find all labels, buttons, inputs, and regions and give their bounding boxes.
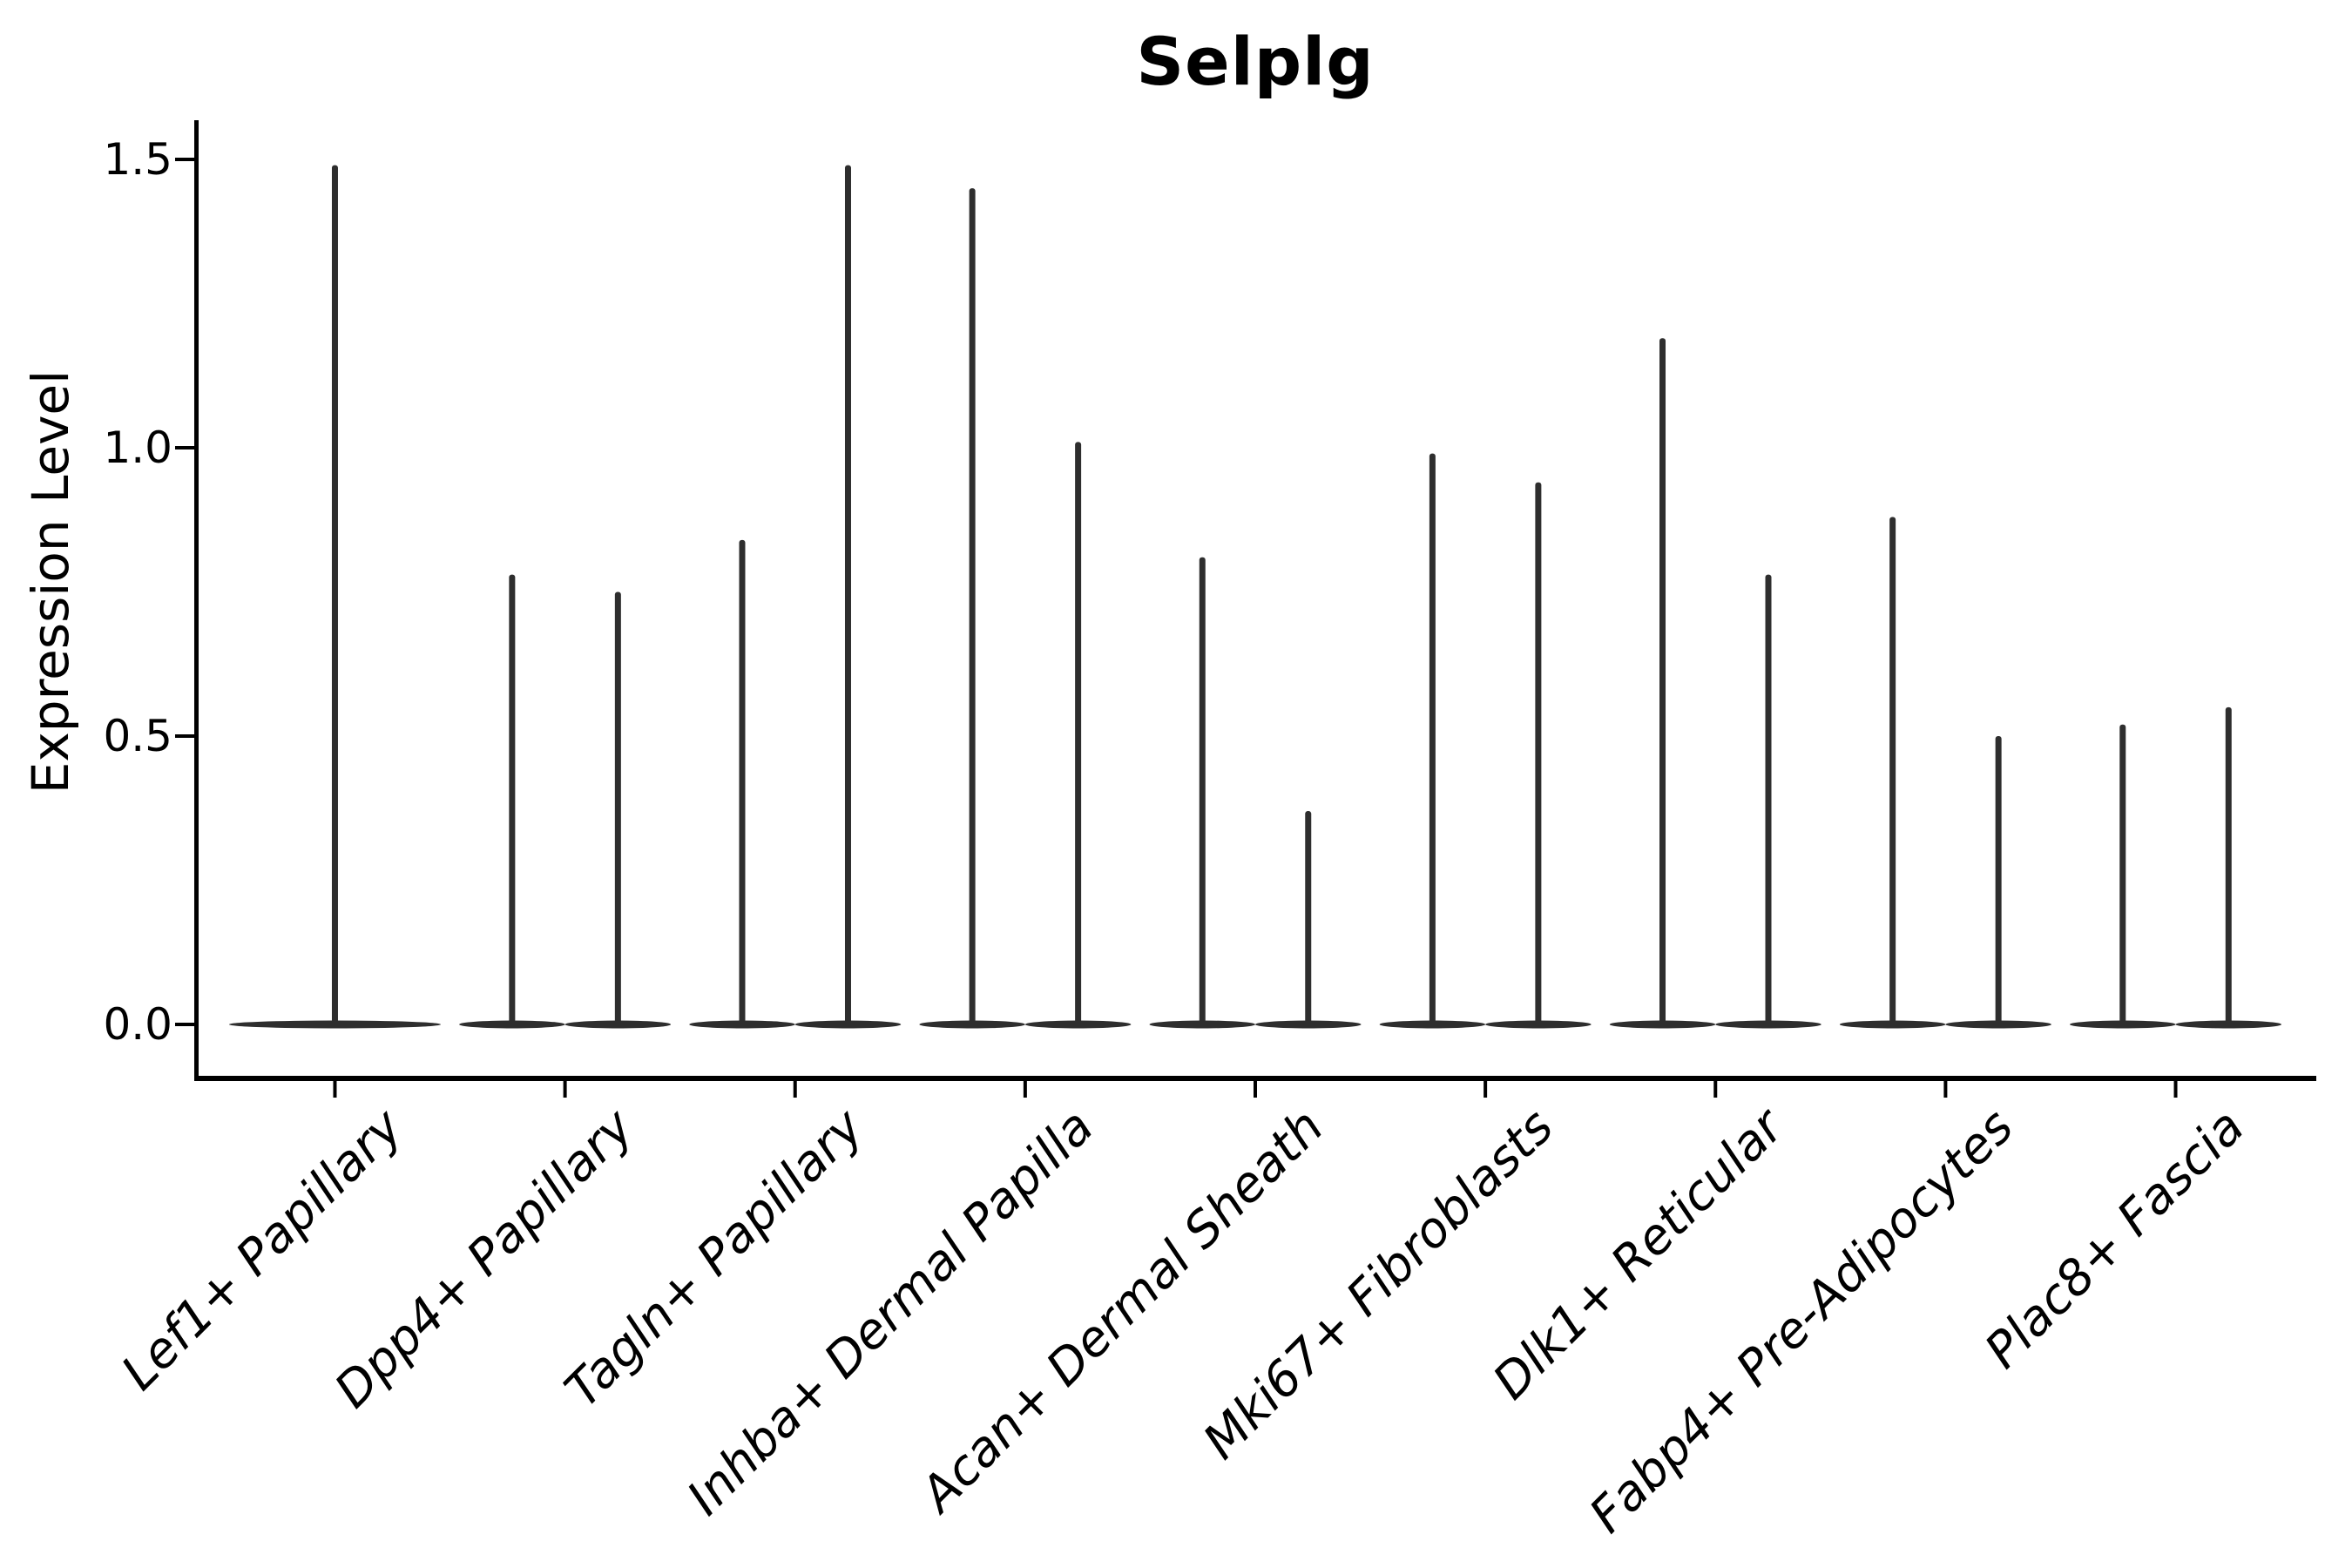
y-tick-mark — [175, 446, 194, 449]
x-tick-mark — [1023, 1080, 1027, 1098]
y-tick-label: 0.5 — [103, 711, 172, 761]
violin-spike — [1199, 557, 1206, 1024]
y-axis-label: Expression Level — [21, 369, 80, 794]
y-tick-mark — [175, 1023, 194, 1026]
violin-spike — [1535, 482, 1542, 1024]
y-tick-mark — [175, 734, 194, 738]
y-tick-mark — [175, 158, 194, 161]
violin-spike — [1305, 811, 1312, 1024]
violin-spike — [969, 188, 976, 1025]
x-tick-mark — [1254, 1080, 1257, 1098]
violin-spike — [1429, 453, 1436, 1024]
x-tick-mark — [793, 1080, 797, 1098]
violin-spike — [1075, 442, 1082, 1024]
x-axis-spine — [194, 1076, 2316, 1081]
violin-spike — [509, 574, 516, 1024]
violin-spike — [1659, 338, 1666, 1025]
x-tick-mark — [563, 1080, 567, 1098]
violin-spike — [739, 539, 746, 1024]
y-tick-label: 0.0 — [103, 999, 172, 1050]
violin-spike — [2119, 724, 2126, 1024]
x-tick-mark — [1713, 1080, 1718, 1098]
violin-spike — [614, 591, 621, 1024]
x-tick-mark — [2173, 1080, 2178, 1098]
y-tick-label: 1.0 — [103, 422, 172, 473]
y-axis-spine — [194, 120, 199, 1080]
x-tick-mark — [1943, 1080, 1948, 1098]
violin-spike — [1995, 736, 2002, 1024]
violin-spike — [331, 165, 338, 1024]
x-tick-mark — [333, 1080, 337, 1098]
violin-spike — [1889, 517, 1896, 1024]
violin-spike — [2225, 706, 2232, 1024]
x-tick-mark — [1484, 1080, 1488, 1098]
chart-title: Selplg — [1136, 23, 1375, 100]
y-tick-label: 1.5 — [103, 134, 172, 185]
violin-spike — [1765, 574, 1772, 1024]
violin-spike — [844, 165, 851, 1024]
